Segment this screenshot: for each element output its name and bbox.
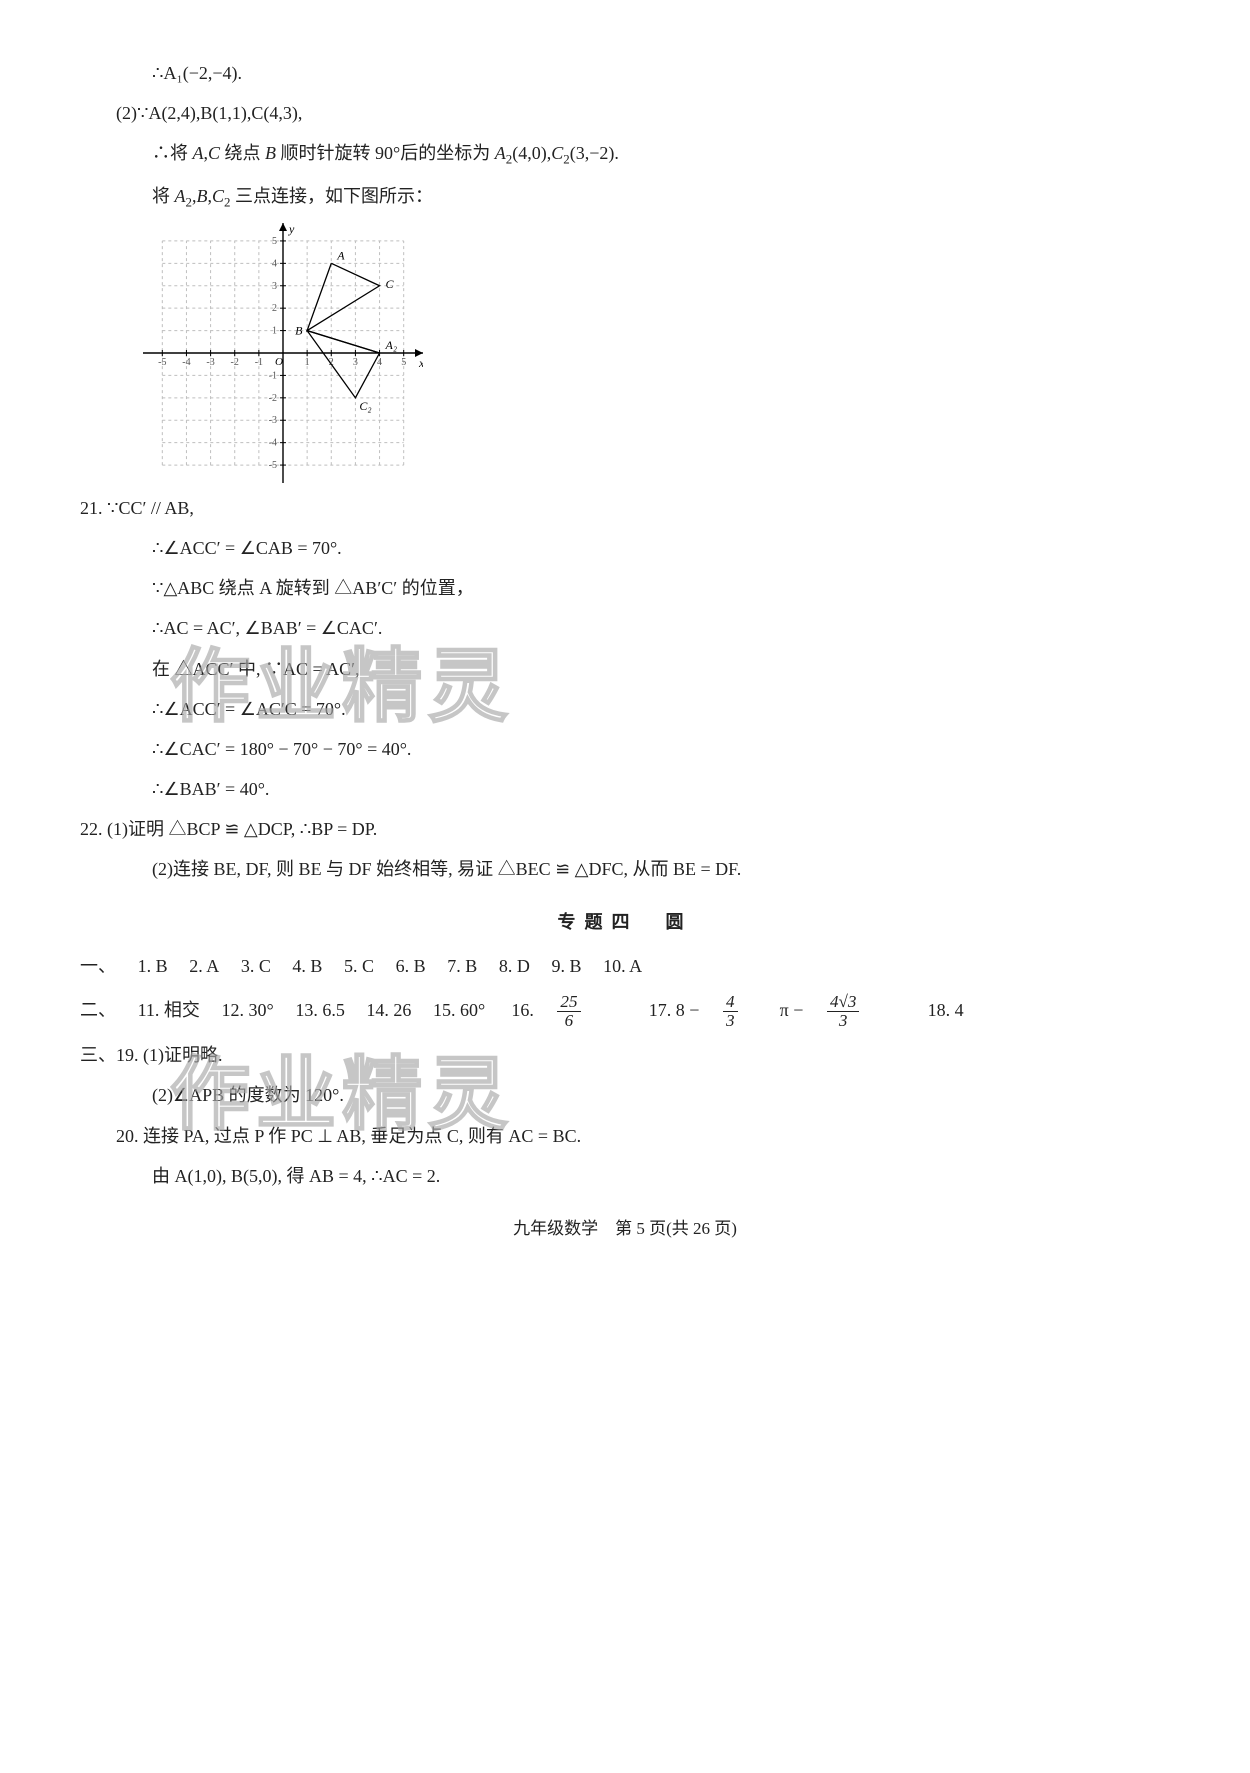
label: 二、: [80, 989, 116, 1032]
mc-answers: 一、 1. B 2. A 3. C 4. B 5. C 6. B 7. B 8. D 9. B 10…: [80, 949, 1170, 983]
txt: ∴将: [152, 143, 193, 163]
var: C: [212, 186, 224, 206]
var: A: [193, 143, 204, 163]
text-line: ∴∠ACC′ = ∠AC′C = 70°.: [80, 692, 1170, 726]
text-line: 20. 连接 PA, 过点 P 作 PC ⊥ AB, 垂足为点 C, 则有 AC…: [80, 1119, 1170, 1153]
text-line: 将 A2,B,C2 三点连接，如下图所示：: [80, 179, 1170, 215]
svg-text:A₂: A₂: [385, 338, 398, 352]
svg-text:-4: -4: [182, 357, 190, 368]
svg-text:-2: -2: [231, 357, 239, 368]
ans: 16. 256: [511, 989, 622, 1032]
ans: 5. C: [344, 949, 374, 983]
num: 4: [723, 993, 738, 1012]
ans: 9. B: [551, 949, 581, 983]
text-line: 三、19. (1)证明略.: [80, 1038, 1170, 1072]
text-line: ∴∠BAB′ = 40°.: [80, 772, 1170, 806]
svg-text:-3: -3: [269, 415, 277, 426]
txt: 顺时针旋转 90°后的坐标为: [276, 143, 495, 163]
text-line: ∴∠CAC′ = 180° − 70° − 70° = 40°.: [80, 732, 1170, 766]
svg-text:-5: -5: [269, 460, 277, 471]
svg-text:O: O: [275, 356, 283, 368]
svg-text:B: B: [295, 323, 303, 337]
fraction: 256: [557, 993, 601, 1030]
text-line: ∴∠ACC′ = ∠CAB = 70°.: [80, 531, 1170, 565]
svg-text:-4: -4: [269, 437, 277, 448]
ans: 3. C: [241, 949, 271, 983]
text-line: ∴AC = AC′, ∠BAB′ = ∠CAC′.: [80, 611, 1170, 645]
svg-text:x: x: [418, 356, 423, 370]
num: 25: [557, 993, 580, 1012]
svg-text:1: 1: [272, 325, 277, 336]
den: 6: [557, 1012, 580, 1030]
section-title: 专题四 圆: [80, 905, 1170, 939]
var: A: [175, 186, 186, 206]
den: 3: [827, 1012, 859, 1030]
text-line: ∴A₁(−2,−4).: [80, 56, 1170, 90]
ans: 6. B: [396, 949, 426, 983]
text-line: ∴将 A,C 绕点 B 顺时针旋转 90°后的坐标为 A2(4,0),C2(3,…: [80, 136, 1170, 172]
text-line: (2)∠APB 的度数为 120°.: [80, 1078, 1170, 1112]
svg-text:2: 2: [272, 303, 277, 314]
txt: 三点连接，如下图所示：: [230, 186, 433, 206]
label: 三、: [80, 1045, 116, 1065]
svg-text:5: 5: [401, 357, 406, 368]
txt: 绕点: [220, 143, 265, 163]
text-line: 在 △ACC′ 中, ∵AC = AC′,: [80, 652, 1170, 686]
svg-text:-1: -1: [269, 370, 277, 381]
ans: 11. 相交: [138, 989, 200, 1032]
var: C: [551, 143, 563, 163]
txt: 19. (1)证明略.: [116, 1045, 223, 1065]
ans: 12. 30°: [222, 989, 274, 1032]
ans: 8. D: [499, 949, 530, 983]
var: B: [265, 143, 276, 163]
ans: 18. 4: [928, 989, 964, 1032]
svg-text:-1: -1: [255, 357, 263, 368]
text-line: 22. (1)证明 △BCP ≌ △DCP, ∴BP = DP.: [80, 812, 1170, 846]
svg-text:C₂: C₂: [359, 399, 371, 413]
txt: 将: [152, 186, 175, 206]
text-line: ∵△ABC 绕点 A 旋转到 △AB′C′ 的位置，: [80, 571, 1170, 605]
var: B: [196, 186, 207, 206]
txt: (4,0),: [512, 143, 551, 163]
text-line: 由 A(1,0), B(5,0), 得 AB = 4, ∴AC = 2.: [80, 1159, 1170, 1193]
ans: 2. A: [189, 949, 219, 983]
svg-text:-3: -3: [206, 357, 214, 368]
svg-text:1: 1: [305, 357, 310, 368]
svg-text:4: 4: [377, 357, 382, 368]
txt: 17. 8 −: [649, 989, 700, 1032]
ans: 17. 8 − 43π − 4√33: [649, 989, 902, 1032]
num: 4√3: [827, 993, 859, 1012]
ans: 7. B: [447, 949, 477, 983]
fraction: 4√33: [827, 993, 880, 1030]
svg-text:5: 5: [272, 236, 277, 247]
svg-text:y: y: [288, 223, 295, 236]
ans: 4. B: [292, 949, 322, 983]
svg-text:-2: -2: [269, 393, 277, 404]
svg-text:-5: -5: [158, 357, 166, 368]
var: C: [208, 143, 220, 163]
text-line: (2)连接 BE, DF, 则 BE 与 DF 始终相等, 易证 △BEC ≌ …: [80, 852, 1170, 886]
label: 一、: [80, 949, 116, 983]
den: 3: [723, 1012, 738, 1030]
coordinate-graph: -5-4-3-2-112345-5-4-3-2-112345OxyABCA₂C₂: [143, 223, 423, 483]
text-line: 21. ∵CC′ // AB,: [80, 491, 1170, 525]
page-footer: 九年级数学 第 5 页(共 26 页): [80, 1213, 1170, 1245]
ans: 15. 60°: [433, 989, 485, 1032]
ans: 14. 26: [366, 989, 411, 1032]
txt: (3,−2).: [570, 143, 619, 163]
txt: 16.: [511, 989, 534, 1032]
ans: 1. B: [138, 949, 168, 983]
svg-text:4: 4: [272, 258, 277, 269]
svg-text:3: 3: [272, 281, 277, 292]
svg-text:C: C: [386, 277, 395, 291]
text-line: (2)∵A(2,4),B(1,1),C(4,3),: [80, 96, 1170, 130]
txt: π −: [780, 989, 804, 1032]
ans: 13. 6.5: [295, 989, 345, 1032]
var: A: [495, 143, 506, 163]
fill-answers: 二、 11. 相交 12. 30° 13. 6.5 14. 26 15. 60° 16. …: [80, 989, 1170, 1032]
ans: 10. A: [603, 949, 642, 983]
svg-text:A: A: [336, 248, 345, 262]
fraction: 43: [723, 993, 758, 1030]
svg-text:3: 3: [353, 357, 358, 368]
